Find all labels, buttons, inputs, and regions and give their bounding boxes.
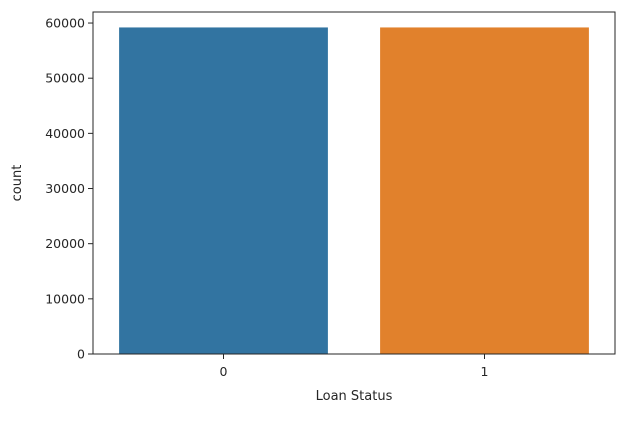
- x-tick-label: 1: [481, 364, 489, 379]
- x-tick-label: 0: [220, 364, 228, 379]
- x-axis-label: Loan Status: [316, 389, 393, 404]
- y-tick-label: 60000: [45, 16, 85, 31]
- y-tick-label: 30000: [45, 181, 85, 196]
- bar-0: [119, 27, 328, 355]
- bar-1: [380, 27, 589, 355]
- y-axis-label: count: [10, 165, 25, 202]
- y-tick-label: 20000: [45, 236, 85, 251]
- bars-group: [119, 27, 589, 355]
- y-tick-label: 10000: [45, 291, 85, 306]
- plot-frame: [92, 11, 616, 355]
- y-axis: 0 10000 20000 30000 40000 50000 60000: [45, 16, 93, 362]
- y-tick-label: 40000: [45, 126, 85, 141]
- y-tick-label: 0: [77, 347, 85, 362]
- y-tick-label: 50000: [45, 71, 85, 86]
